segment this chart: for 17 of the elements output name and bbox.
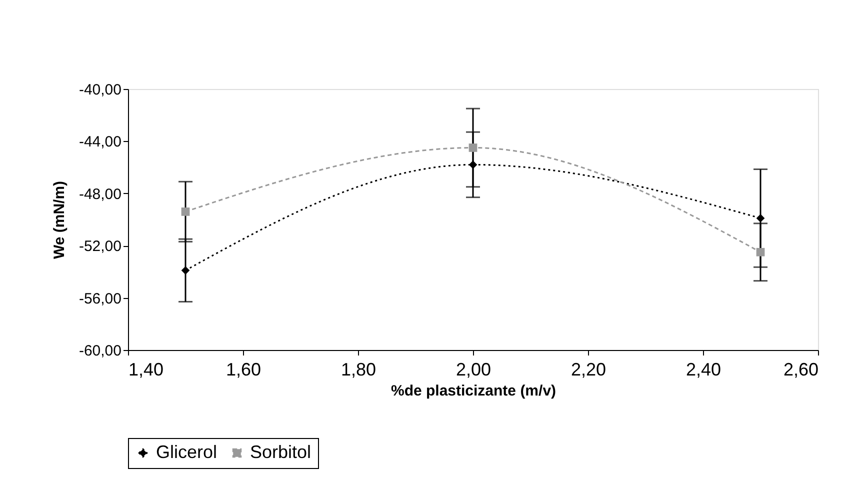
x-tick-label: 1,40 [128, 360, 164, 380]
x-tick-label: 1,60 [226, 360, 262, 380]
legend-label: Glicerol [156, 442, 218, 462]
x-tick-label: 2,20 [570, 360, 606, 380]
x-axis-title: %de plasticizante (m/v) [390, 382, 556, 400]
y-tick-label: -48,00 [78, 186, 122, 203]
y-tick-label: -44,00 [78, 134, 122, 151]
x-tick-label: 2,60 [783, 360, 818, 380]
y-tick-label: -60,00 [78, 342, 122, 360]
y-tick-label: -56,00 [78, 290, 122, 308]
y-tick-label: -40,00 [78, 82, 122, 98]
x-tick-label: 2,40 [686, 360, 722, 380]
legend-label: Sorbitol [250, 442, 312, 462]
x-tick-label: 1,80 [340, 360, 376, 380]
x-tick-label: 2,00 [456, 360, 492, 380]
y-tick-label: -52,00 [78, 238, 122, 256]
y-axis-title: We (mN/m) [50, 180, 68, 260]
